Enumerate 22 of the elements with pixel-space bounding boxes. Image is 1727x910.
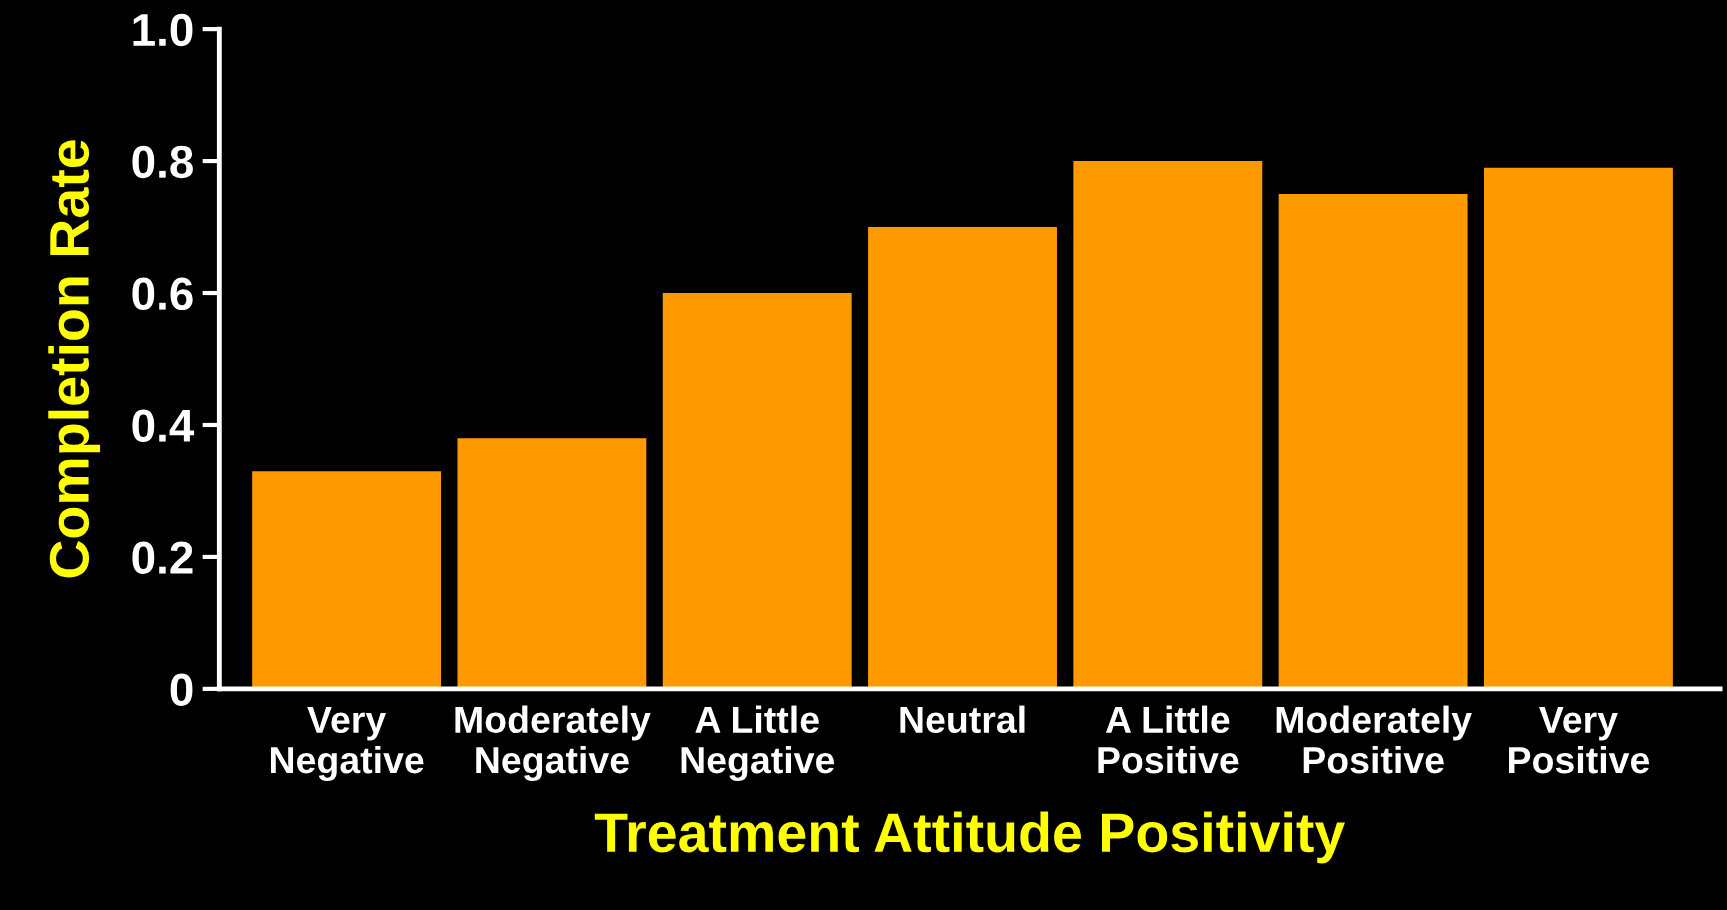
- y-tick-label: 0: [170, 673, 193, 706]
- bar: [1073, 161, 1263, 689]
- x-axis-title: Treatment Attitude Positivity: [594, 811, 1345, 864]
- x-tick-label: A Little Positive: [1098, 705, 1239, 774]
- bar: [252, 471, 442, 689]
- bar: [1483, 167, 1673, 689]
- x-tick-label: Moderately Negative: [455, 705, 651, 782]
- bar: [457, 438, 647, 689]
- x-tick-label: A Little Negative: [681, 705, 835, 782]
- y-tick-label: 0.8: [132, 145, 193, 179]
- x-tick-label: Neutral: [900, 705, 1025, 734]
- x-tick-label: Moderately Positive: [1276, 705, 1472, 774]
- y-tick-label: 0.2: [132, 541, 193, 574]
- bar: [1278, 194, 1468, 689]
- bar: [868, 227, 1057, 689]
- bar: [662, 293, 852, 689]
- x-tick-label: Very Negative: [270, 706, 424, 782]
- y-tick-label: 0.6: [132, 277, 193, 311]
- y-tick-label: 0.4: [132, 409, 195, 443]
- x-tick-label: Very Positive: [1509, 706, 1650, 774]
- y-axis-title: Completion Rate: [48, 140, 101, 578]
- y-tick-label: 1.0: [133, 13, 193, 47]
